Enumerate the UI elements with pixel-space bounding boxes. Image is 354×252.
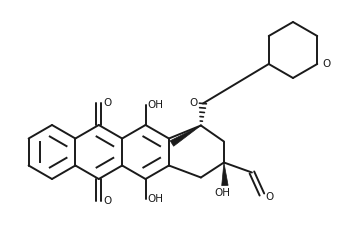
Text: O: O bbox=[104, 98, 112, 108]
Text: O: O bbox=[322, 59, 330, 69]
Text: O: O bbox=[104, 196, 112, 206]
Text: OH: OH bbox=[148, 100, 164, 110]
Polygon shape bbox=[222, 163, 228, 186]
Text: O: O bbox=[190, 98, 198, 108]
Polygon shape bbox=[170, 125, 201, 146]
Text: O: O bbox=[266, 192, 274, 202]
Text: OH: OH bbox=[214, 188, 230, 199]
Text: OH: OH bbox=[148, 194, 164, 204]
